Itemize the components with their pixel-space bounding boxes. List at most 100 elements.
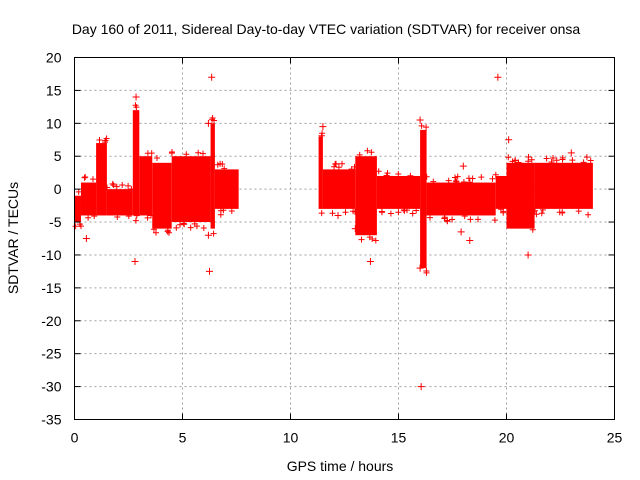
- outlier-point: [208, 73, 216, 81]
- data-band: [532, 154, 594, 218]
- outlier-point: [416, 116, 424, 124]
- band-fringe: [81, 174, 98, 221]
- band-fringe: [423, 173, 456, 225]
- chart-title: Day 160 of 2011, Sidereal Day-to-day VTE…: [72, 21, 581, 37]
- data-band: [452, 173, 498, 224]
- band-fringe: [375, 168, 420, 217]
- data-band: [80, 174, 98, 221]
- data-band: [96, 135, 110, 216]
- data-band: [355, 147, 379, 244]
- band-core: [534, 162, 593, 209]
- band-fringe: [452, 173, 498, 224]
- data-band: [418, 122, 430, 276]
- data-band: [318, 130, 326, 217]
- outlier-point: [466, 236, 474, 244]
- band-fringe: [72, 188, 84, 230]
- data-band: [322, 160, 358, 217]
- outlier-point: [567, 149, 575, 157]
- outlier-point: [351, 225, 359, 233]
- band-fringe: [150, 155, 172, 236]
- x-tick-label: 15: [391, 430, 407, 446]
- band-fringe: [532, 154, 594, 218]
- outlier-point: [417, 383, 425, 391]
- band-core: [171, 156, 211, 223]
- band-core: [318, 136, 323, 209]
- outlier-point: [459, 162, 467, 170]
- data-band: [72, 188, 84, 230]
- outlier-point: [82, 235, 90, 242]
- band-core: [376, 175, 421, 209]
- outlier-point: [334, 211, 342, 219]
- y-tick-label: -15: [41, 280, 61, 296]
- y-tick-label: 10: [46, 115, 62, 131]
- y-tick-label: 0: [54, 181, 62, 197]
- band-core: [210, 123, 215, 229]
- grid: [74, 57, 615, 420]
- y-tick-label: -10: [41, 247, 61, 263]
- x-tick-label: 10: [283, 430, 299, 446]
- band-core: [495, 175, 507, 209]
- x-tick-label: 25: [607, 430, 623, 446]
- band-fringe: [505, 154, 536, 233]
- band-core: [139, 156, 153, 216]
- y-axis-title: SDTVAR / TECUs: [5, 182, 21, 294]
- band-fringe: [132, 102, 140, 224]
- data-band: [375, 168, 421, 217]
- band-core: [426, 182, 453, 216]
- outlier-point: [132, 93, 140, 101]
- band-fringe: [209, 115, 217, 237]
- outlier-point: [206, 267, 213, 275]
- band-core: [214, 169, 239, 209]
- y-tick-label: -30: [41, 379, 61, 395]
- axis-ticks: [74, 57, 615, 420]
- plot-frame: [74, 57, 615, 420]
- band-fringe: [144, 150, 155, 221]
- band-fringe: [492, 171, 507, 216]
- y-tick-label: 20: [46, 50, 62, 66]
- data-band: [423, 173, 456, 225]
- outlier-point: [416, 264, 424, 272]
- data-band: [209, 115, 217, 237]
- y-tick-label: -25: [41, 346, 61, 362]
- outlier-point: [457, 228, 465, 236]
- band-core: [152, 162, 172, 229]
- band-core: [80, 182, 97, 216]
- band-core: [132, 110, 140, 216]
- outlier-point: [204, 119, 212, 127]
- outlier-point: [524, 251, 532, 259]
- outlier-point: [131, 258, 139, 266]
- y-tick-label: 5: [54, 148, 62, 164]
- x-tick-label: 20: [499, 430, 515, 446]
- data-band: [104, 180, 135, 220]
- data-band: [132, 102, 140, 224]
- band-fringe: [329, 160, 358, 217]
- data-band: [168, 149, 211, 231]
- outlier-point: [505, 136, 513, 144]
- band-core: [506, 162, 535, 229]
- y-tick-labels: 20 15 10 5 0 -5 -10 -15 -20 -25 -30 -35: [41, 50, 61, 428]
- band-fringe: [168, 149, 207, 231]
- x-tick-labels: 0 5 10 15 20 25: [71, 430, 623, 446]
- outlier-point: [319, 123, 327, 131]
- band-fringe: [418, 122, 430, 276]
- data-band: [139, 150, 155, 221]
- band-fringe: [214, 160, 235, 218]
- x-tick-label: 5: [179, 430, 187, 446]
- band-fringe: [356, 147, 379, 244]
- data-band: [150, 155, 172, 236]
- x-tick-label: 0: [71, 430, 79, 446]
- band-core: [355, 156, 377, 236]
- band-fringe: [96, 135, 110, 146]
- data-band: [492, 171, 507, 216]
- y-tick-label: 15: [46, 82, 62, 98]
- data-points: [72, 73, 594, 391]
- y-tick-label: -35: [41, 412, 61, 428]
- outlier-point: [204, 231, 212, 239]
- band-core: [322, 169, 356, 209]
- band-core: [420, 129, 427, 269]
- x-axis-title: GPS time / hours: [287, 458, 394, 474]
- outlier-point: [366, 258, 374, 266]
- data-band: [505, 154, 536, 233]
- band-core: [106, 189, 133, 216]
